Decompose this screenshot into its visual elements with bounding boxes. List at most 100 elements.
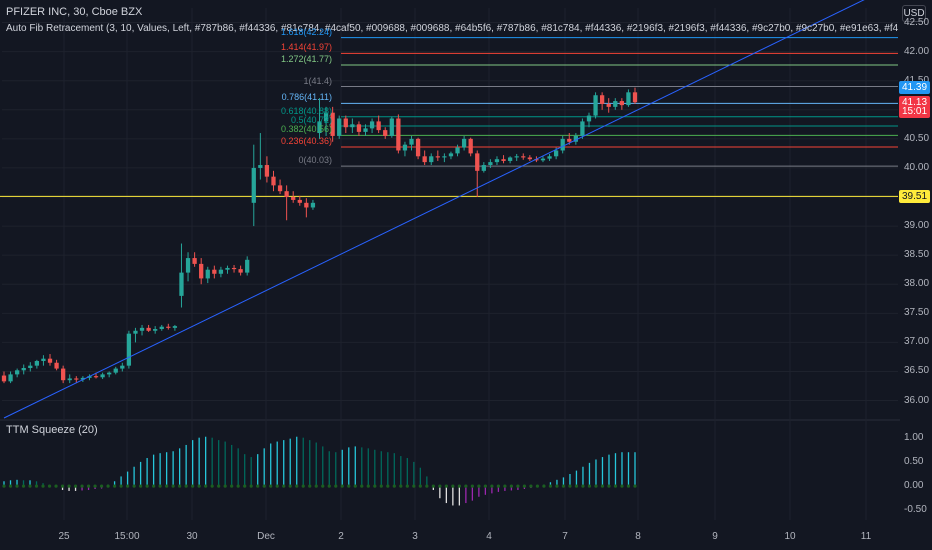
candle: [179, 243, 184, 308]
time-tick-label: 11: [860, 531, 872, 542]
candle: [383, 127, 388, 139]
squeeze-dot: [73, 484, 78, 488]
candle-body: [41, 358, 46, 362]
candle-body: [442, 156, 447, 158]
candle-body: [291, 197, 296, 200]
candle: [74, 376, 79, 384]
price-tick-label: 37.00: [904, 336, 930, 348]
squeeze-dot: [308, 484, 312, 488]
candle-body: [422, 156, 427, 163]
squeeze-dot: [230, 484, 234, 488]
candle: [139, 324, 145, 336]
candle-body: [481, 165, 486, 171]
squeeze-dot: [236, 484, 240, 488]
squeeze-dot: [210, 484, 214, 488]
candle-body: [501, 159, 506, 161]
price-tick-label: 37.50: [904, 307, 930, 319]
trendline: [3, 0, 865, 419]
squeeze-dot: [366, 484, 370, 488]
squeeze-dot: [314, 484, 318, 488]
squeeze-dot: [581, 484, 585, 488]
squeeze-dot: [353, 484, 357, 488]
fib-level-label: 0(40.03): [298, 155, 332, 166]
price-tag-countdown: 15:01: [899, 104, 930, 118]
candle: [488, 159, 493, 168]
candle: [521, 153, 526, 160]
candle-body: [613, 101, 618, 107]
candle-body: [435, 156, 440, 158]
candle-body: [369, 121, 375, 129]
candle: [231, 265, 237, 273]
candle: [238, 265, 243, 276]
squeeze-dot: [503, 484, 507, 488]
candle: [54, 359, 59, 371]
fib-level-label: 0.236(40.36): [280, 135, 332, 146]
candle: [593, 92, 598, 119]
candle: [350, 118, 355, 134]
squeeze-dot: [106, 484, 110, 488]
candle: [613, 98, 618, 110]
candle-body: [28, 365, 33, 368]
squeeze-dot: [191, 484, 195, 488]
squeeze-dot: [99, 484, 104, 488]
candle: [586, 112, 592, 128]
oscillator-legend[interactable]: TTM Squeeze (20): [6, 424, 98, 436]
candle: [323, 106, 329, 136]
candle: [494, 156, 500, 166]
squeeze-dot: [444, 484, 448, 488]
candle-body: [74, 378, 79, 380]
currency-button[interactable]: USD: [902, 5, 926, 22]
price-tick-label: 39.00: [904, 220, 930, 232]
candle-body: [350, 124, 355, 128]
candle-body: [356, 124, 362, 132]
candle-body: [113, 368, 118, 373]
candle: [192, 252, 197, 267]
squeeze-dot: [347, 484, 351, 488]
candle-body: [317, 121, 322, 134]
squeeze-dot: [165, 484, 169, 488]
squeeze-dot: [600, 484, 605, 488]
oscillator-tick-label: 0.00: [904, 480, 924, 492]
candle-body: [192, 258, 197, 264]
candle-body: [337, 118, 342, 136]
candle: [356, 121, 362, 136]
candle-body: [461, 138, 467, 148]
candle-body: [146, 327, 151, 331]
squeeze-dot: [2, 484, 6, 488]
candle: [277, 179, 283, 195]
oscillator-tick-label: 0.50: [904, 455, 924, 467]
candle-body: [619, 101, 624, 106]
candle: [402, 141, 408, 157]
price-tick-label: 42.00: [904, 45, 930, 57]
squeeze-dot: [340, 484, 344, 488]
candle: [258, 133, 263, 180]
candle: [626, 89, 631, 107]
candle: [251, 144, 256, 227]
time-tick-label: 4: [486, 531, 492, 542]
candle-body: [606, 103, 611, 107]
candle: [599, 92, 605, 110]
candle: [212, 265, 217, 279]
time-tick-label: 2: [338, 531, 344, 542]
candle: [330, 106, 335, 142]
squeeze-dot: [386, 484, 390, 488]
candle: [1, 371, 7, 384]
symbol-title[interactable]: PFIZER INC, 30, Cboe BZX: [6, 6, 143, 18]
candle: [435, 150, 440, 161]
squeeze-dot: [438, 484, 442, 488]
candle-body: [100, 374, 105, 378]
fib-indicator-legend[interactable]: Auto Fib Retracement (3, 10, Values, Lef…: [6, 23, 898, 34]
squeeze-dot: [28, 484, 32, 488]
fib-level-label: 1.272(41.77): [280, 53, 332, 64]
candle: [41, 355, 46, 366]
squeeze-dot: [327, 484, 331, 488]
candle: [337, 115, 342, 139]
squeeze-dot: [152, 484, 156, 488]
candle: [218, 266, 224, 278]
candle-body: [199, 263, 204, 279]
fib-level-label: 0.382(40.56): [280, 124, 332, 135]
squeeze-dot: [67, 484, 71, 488]
time-tick-label: 10: [784, 531, 796, 542]
candle: [113, 366, 118, 375]
